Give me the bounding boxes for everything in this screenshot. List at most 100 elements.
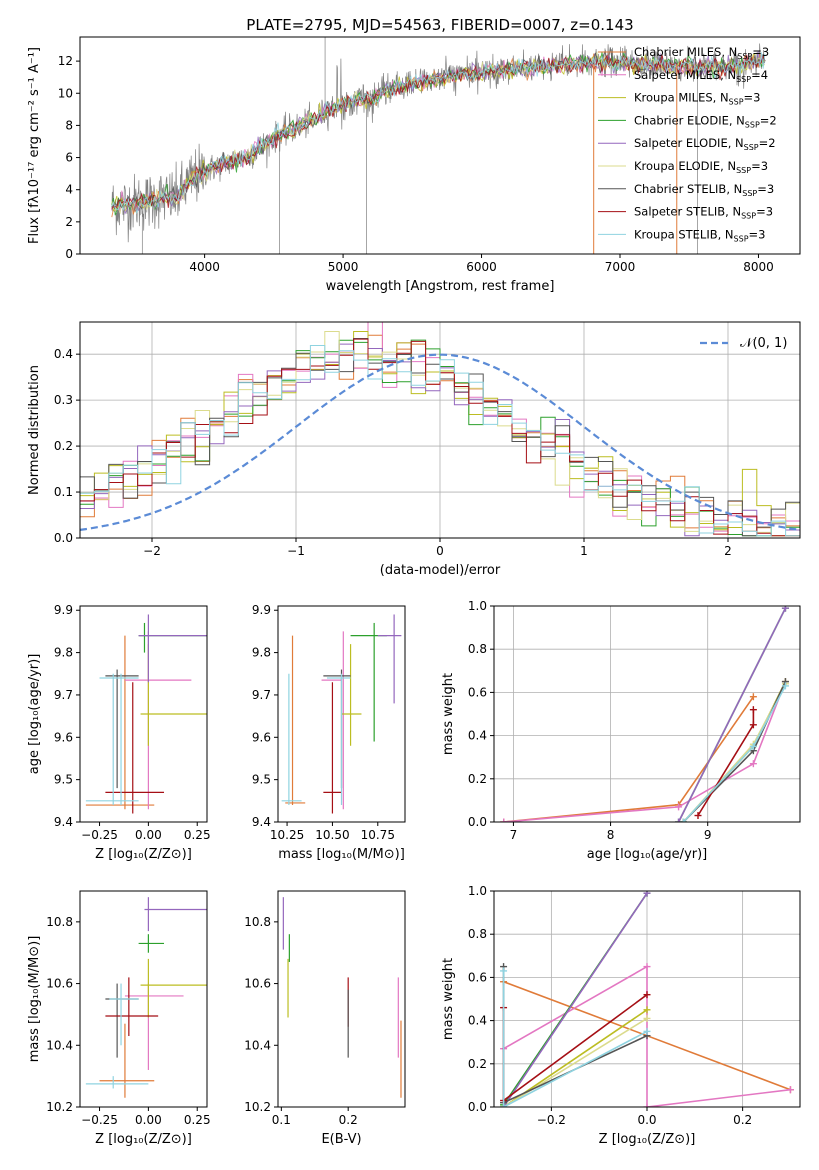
panel-mass-vs-ebv: 0.1 0.2 10.2 10.4 10.6 10.8 E(B-V)	[244, 890, 406, 1147]
legend-entry: Chabrier STELIB, NSSP=3	[634, 182, 774, 198]
y-tick-label: 9.4	[54, 815, 73, 829]
spectrum-plot	[111, 37, 766, 254]
legend-entry: Chabrier ELODIE, NSSP=2	[634, 113, 777, 129]
axes-frame	[79, 890, 208, 1108]
x-axis-label: Z [log₁₀(Z/Z⊙)]	[599, 1132, 696, 1147]
y-tick-label: 9.6	[252, 730, 271, 744]
legend-entry: Kroupa STELIB, NSSP=3	[634, 227, 765, 243]
y-tick-label: 10	[58, 86, 73, 100]
y-tick-label: 12	[58, 54, 73, 68]
x-axis-label: age [log₁₀(age/yr)]	[587, 847, 708, 862]
y-tick-label: 0.8	[468, 642, 487, 656]
weight-line	[677, 607, 787, 822]
legend-entry: Kroupa ELODIE, NSSP=3	[634, 159, 768, 175]
x-tick-label: 0.2	[733, 1113, 752, 1127]
x-tick-label: 10.25	[270, 828, 304, 842]
errorbar-plot	[85, 614, 207, 814]
y-tick-label: 0.2	[468, 1057, 487, 1071]
y-tick-label: 0.0	[468, 815, 487, 829]
x-tick-label: 0.00	[135, 1113, 162, 1127]
errorbar-plot	[281, 614, 402, 814]
y-tick-label: 10.6	[244, 977, 271, 991]
x-tick-label: 9	[704, 828, 712, 842]
y-tick-label: 0.2	[54, 439, 73, 453]
y-tick-label: 1.0	[468, 884, 487, 898]
legend-entry: Salpeter STELIB, NSSP=3	[634, 205, 773, 221]
y-tick-label: 9.7	[54, 688, 73, 702]
x-tick-label: 0.1	[272, 1113, 291, 1127]
y-tick-label: 9.6	[54, 730, 73, 744]
y-tick-label: 10.8	[244, 915, 271, 929]
x-tick-label: 10.50	[315, 828, 349, 842]
y-tick-label: 10.4	[244, 1038, 271, 1052]
axes-frame	[277, 605, 406, 823]
x-axis-label: (data-model)/error	[380, 563, 501, 578]
axes-frame	[79, 605, 208, 823]
y-tick-label: 0.0	[468, 1100, 487, 1114]
y-tick-label: 10.4	[46, 1038, 73, 1052]
y-tick-label: 0.2	[468, 772, 487, 786]
x-tick-label: −2	[143, 544, 161, 558]
histogram-step-7	[80, 338, 800, 537]
y-tick-label: 1.0	[468, 599, 487, 613]
y-tick-label: 9.9	[252, 603, 271, 617]
weight-plot	[500, 606, 789, 822]
x-tick-label: 7	[510, 828, 518, 842]
x-tick-label: 8000	[743, 260, 774, 274]
y-axis-label: mass weight	[441, 958, 456, 1040]
y-tick-label: 10.6	[46, 977, 73, 991]
y-tick-label: 0.6	[468, 685, 487, 699]
spectrum-legend: Chabrier MILES, NSSP=3 Salpeter MILES, NS…	[598, 45, 777, 243]
y-tick-label: 4	[65, 183, 73, 197]
y-tick-label: 0.4	[468, 1014, 487, 1028]
figure-title: PLATE=2795, MJD=54563, FIBERID=0007, z=0…	[246, 16, 633, 34]
weight-line	[502, 966, 648, 1104]
panel-age-vs-Z: −0.25 0.00 0.25 9.4 9.5 9.6 9.7 9.8 9.9 Z [log₁₀(…	[27, 603, 211, 862]
panel-spectrum: 4000 5000 6000 7000 8000 0 2 4 6 8 10 12 wavelength …	[27, 36, 801, 294]
y-tick-label: 10.8	[46, 915, 73, 929]
y-tick-label: 6	[65, 151, 73, 165]
weight-line	[682, 685, 787, 822]
x-tick-label: 1	[580, 544, 588, 558]
y-tick-label: 0.3	[54, 393, 73, 407]
model-line-8	[111, 52, 766, 215]
y-axis-label: Normed distribution	[27, 365, 42, 495]
panel-mass-weight-vs-Z: −0.2 0.0 0.2 0.0 0.2 0.4 0.6 0.8 1.0 Z [log₁₀(Z/Z…	[441, 884, 801, 1147]
legend-entry: 𝒩(0, 1)	[740, 336, 787, 351]
panel-residuals: −2 −1 0 1 2 0.0 0.1 0.2 0.3 0.4 (data-model)/error…	[27, 321, 801, 578]
y-tick-label: 9.7	[252, 688, 271, 702]
axes-frame	[277, 890, 406, 1108]
x-tick-label: −0.25	[81, 828, 118, 842]
axes-frame	[493, 605, 801, 823]
y-tick-label: 0.8	[468, 927, 487, 941]
panel-mass-vs-Z: −0.25 0.00 0.25 10.2 10.4 10.6 10.8 Z [log₁₀(Z/…	[27, 890, 211, 1147]
x-tick-label: 0.0	[637, 1113, 656, 1127]
x-tick-label: 5000	[328, 260, 359, 274]
y-axis-label: age [log₁₀(age/yr)]	[27, 654, 42, 775]
y-tick-label: 9.5	[252, 773, 271, 787]
x-axis-label: Z [log₁₀(Z/Z⊙)]	[95, 847, 192, 862]
gaussian-curve	[80, 353, 798, 531]
x-tick-label: 10.75	[361, 828, 395, 842]
y-tick-label: 0.4	[54, 347, 73, 361]
axes-frame	[79, 36, 801, 255]
errorbar-plot	[85, 897, 207, 1098]
y-tick-label: 9.8	[252, 646, 271, 660]
x-axis-label: wavelength [Angstrom, rest frame]	[326, 279, 555, 294]
x-tick-label: −0.2	[537, 1113, 566, 1127]
x-tick-label: −1	[287, 544, 305, 558]
y-tick-label: 2	[65, 215, 73, 229]
weight-line	[503, 681, 787, 822]
y-tick-label: 9.8	[54, 646, 73, 660]
x-tick-label: 0	[436, 544, 444, 558]
x-tick-label: 8	[607, 828, 615, 842]
y-tick-label: 0.0	[54, 531, 73, 545]
x-tick-label: 7000	[605, 260, 636, 274]
x-tick-label: 0.25	[184, 828, 211, 842]
x-tick-label: 6000	[466, 260, 497, 274]
y-tick-label: 0.1	[54, 485, 73, 499]
x-tick-label: −0.25	[81, 1113, 118, 1127]
panel-age-vs-mass: 10.25 10.50 10.75 9.4 9.5 9.6 9.7 9.8 9.9 mass [l…	[252, 603, 406, 862]
x-axis-label: E(B-V)	[321, 1132, 361, 1147]
weight-line	[502, 994, 648, 1103]
